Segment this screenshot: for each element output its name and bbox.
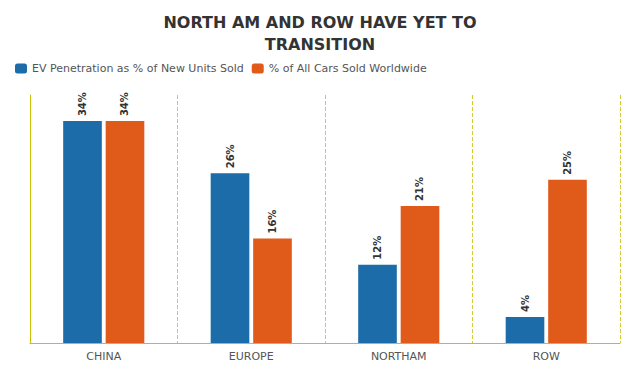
- svg-text:ROW: ROW: [533, 350, 560, 363]
- svg-text:4%: 4%: [520, 295, 531, 312]
- svg-text:26%: 26%: [225, 144, 236, 168]
- svg-text:EV Penetration as % of New Uni: EV Penetration as % of New Units Sold: [32, 62, 244, 75]
- svg-text:12%: 12%: [372, 236, 383, 260]
- svg-text:16%: 16%: [267, 210, 278, 234]
- svg-text:34%: 34%: [119, 92, 130, 116]
- svg-text:EUROPE: EUROPE: [229, 350, 274, 363]
- svg-text:CHINA: CHINA: [86, 350, 121, 363]
- svg-text:25%: 25%: [562, 151, 573, 175]
- svg-text:34%: 34%: [77, 92, 88, 116]
- svg-text:% of All Cars Sold Worldwide: % of All Cars Sold Worldwide: [269, 62, 427, 75]
- svg-text:21%: 21%: [414, 177, 425, 201]
- svg-text:NORTHAM: NORTHAM: [371, 350, 427, 363]
- svg-text:NORTH AM AND ROW HAVE YET TO: NORTH AM AND ROW HAVE YET TO: [163, 13, 476, 32]
- svg-text:TRANSITION: TRANSITION: [265, 35, 375, 54]
